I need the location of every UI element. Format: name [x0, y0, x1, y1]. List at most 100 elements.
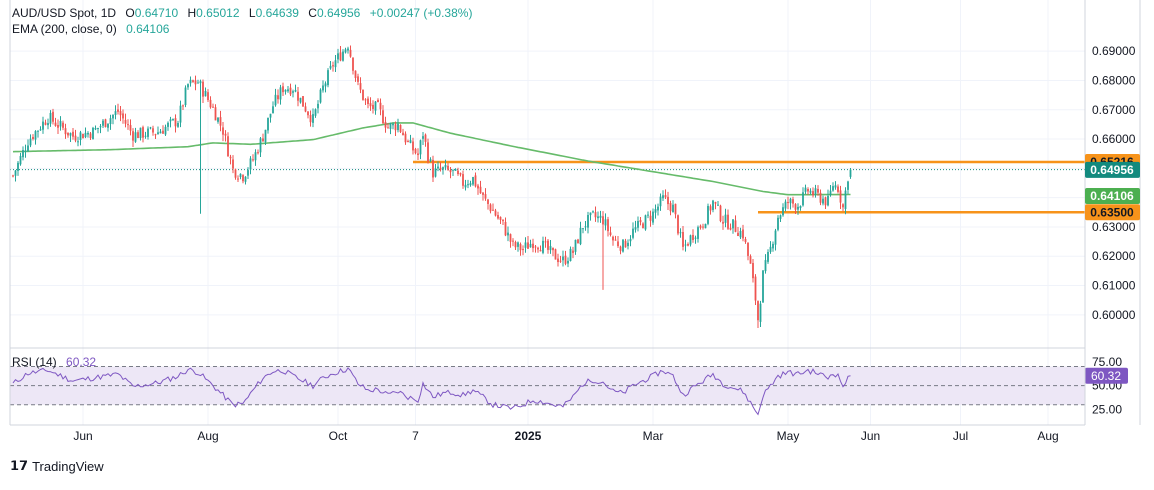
candle-body	[802, 192, 804, 206]
x-tick-label: Jul	[953, 429, 968, 443]
rsi-value-tag-bg	[1085, 367, 1128, 384]
candle-body	[342, 51, 344, 61]
candle-body	[474, 175, 477, 187]
candle-body	[252, 159, 254, 161]
candle-body	[204, 90, 207, 97]
candle-body	[247, 170, 249, 176]
candle-body	[27, 145, 29, 151]
candle-body	[799, 206, 802, 209]
candle-body	[577, 239, 579, 244]
candle-body	[622, 239, 624, 252]
candle-body	[109, 118, 112, 125]
candle-body	[399, 125, 402, 132]
candle-body	[439, 167, 442, 170]
candle-body	[394, 124, 397, 131]
candle-body	[654, 209, 657, 213]
close-value: 0.64956	[316, 6, 361, 20]
y-tick-label: 0.61000	[1092, 279, 1136, 293]
candle-body	[614, 239, 617, 241]
candle-body	[69, 133, 72, 136]
candle-body	[592, 211, 594, 213]
candle-body	[479, 186, 482, 194]
candle-body	[224, 133, 227, 136]
candle-body	[327, 70, 329, 86]
candle-body	[429, 159, 432, 162]
candle-body	[102, 120, 104, 126]
candle-body	[217, 117, 219, 122]
candle-body	[827, 195, 829, 206]
candle-body	[557, 258, 559, 263]
candle-body	[764, 260, 767, 272]
candle-body	[534, 246, 537, 248]
candle-body	[527, 242, 529, 249]
candle-body	[719, 205, 722, 222]
candle-body	[269, 113, 272, 118]
candle-body	[444, 164, 447, 168]
candle-body	[454, 169, 457, 171]
candle-body	[597, 216, 599, 219]
candle-body	[554, 249, 557, 260]
tradingview-footer[interactable]: 𝟭𝟳 TradingView	[10, 458, 104, 474]
ema-price-tag: 0.64106	[1090, 189, 1134, 203]
candle-body	[494, 210, 497, 216]
candle-body	[559, 260, 562, 262]
candle-body	[432, 159, 434, 178]
candle-body	[674, 203, 677, 215]
x-tick-label: Mar	[643, 429, 664, 443]
candle-body	[722, 221, 724, 224]
candle-body	[172, 118, 174, 120]
candle-body	[769, 246, 772, 252]
candle-body	[424, 134, 427, 142]
candle-body	[329, 65, 332, 69]
rsi-value: 60.32	[66, 355, 97, 369]
candle-body	[414, 148, 417, 154]
rsi-legend: RSI (14) 60.32	[12, 355, 102, 369]
candle-body	[487, 199, 489, 204]
candle-body	[422, 136, 424, 139]
candle-body	[182, 105, 184, 107]
candle-body	[359, 83, 362, 90]
ema-value: 0.64106	[126, 22, 170, 36]
candle-body	[162, 130, 164, 134]
candle-body	[564, 255, 567, 264]
candle-body	[687, 244, 689, 246]
candle-body	[669, 203, 672, 212]
candle-body	[377, 99, 379, 103]
candle-body	[819, 192, 822, 203]
candle-body	[647, 214, 649, 216]
candle-body	[659, 196, 662, 207]
candle-body	[417, 153, 419, 156]
candle-body	[12, 175, 14, 177]
candle-body	[209, 99, 212, 108]
candle-body	[412, 141, 414, 151]
candle-body	[349, 49, 352, 57]
candle-body	[187, 84, 189, 88]
candle-body	[849, 169, 852, 177]
candle-body	[584, 226, 587, 228]
candle-body	[729, 227, 732, 230]
candle-body	[642, 223, 644, 229]
rsi-value-tag: 60.32	[1091, 369, 1121, 383]
candle-body	[167, 122, 169, 127]
candle-body	[459, 173, 462, 175]
candle-body	[372, 104, 374, 109]
candle-body	[44, 122, 47, 125]
candle-body	[354, 70, 357, 78]
candle-body	[264, 129, 267, 143]
candle-body	[777, 217, 779, 230]
candle-body	[469, 183, 472, 186]
ema-price-tag-bg	[1085, 188, 1140, 205]
candle-body	[472, 177, 474, 185]
y-tick-label: 0.69000	[1092, 44, 1136, 58]
candle-body	[442, 167, 444, 170]
candle-body	[212, 106, 214, 108]
candle-body	[242, 175, 244, 182]
candle-body	[839, 190, 842, 203]
high-label: H	[187, 6, 197, 20]
ema-200-line	[12, 122, 851, 196]
close-label: C	[308, 6, 317, 20]
candle-body	[544, 241, 547, 243]
candle-body	[637, 221, 639, 228]
